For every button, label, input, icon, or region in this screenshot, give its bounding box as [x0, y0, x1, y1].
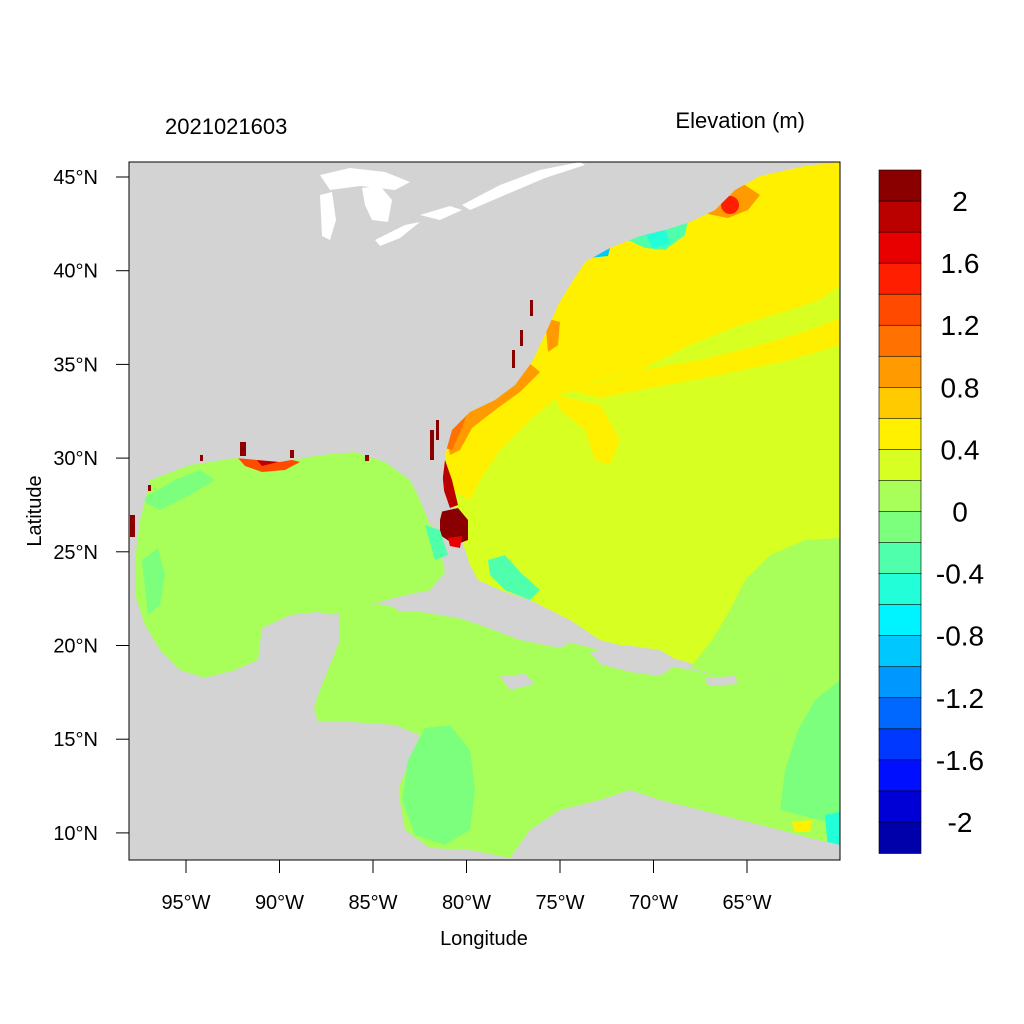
map-panel — [128, 161, 841, 861]
colorbar-swatch — [878, 324, 922, 358]
colorbar-labels: 2 1.6 1.2 0.8 0.4 0 -0.4 -0.8 -1.2 -1.6 -2 — [936, 186, 984, 838]
lake-superior — [320, 168, 410, 190]
x-tick-label: 70°W — [629, 892, 678, 914]
lake-michigan — [320, 192, 336, 240]
variable-label: Elevation (m) — [675, 108, 805, 133]
shelf-high-water — [445, 162, 840, 500]
x-tick-label: 95°W — [161, 892, 210, 914]
colorbar-label: -1.2 — [936, 683, 984, 714]
mexico-shelf-low — [142, 548, 165, 615]
south-america-north — [510, 790, 840, 860]
x-axis-title: Longitude — [440, 928, 528, 950]
central-america — [129, 720, 500, 860]
y-tick-label: 35°N — [53, 354, 98, 376]
north-america-interior — [129, 162, 840, 530]
x-tick-label: 75°W — [535, 892, 584, 914]
gulf-stream-band — [555, 395, 620, 465]
puerto-rico — [705, 676, 738, 686]
bay-of-fundy-surge — [721, 196, 739, 214]
colorbar — [878, 169, 922, 854]
colorbar-swatch — [878, 728, 922, 761]
colorbar-swatch — [878, 604, 922, 637]
y-tick-label: 20°N — [53, 636, 98, 658]
colorbar-swatch — [878, 697, 922, 730]
colorbar-swatch — [878, 666, 922, 699]
colorbar-swatch — [878, 759, 922, 792]
nicaragua-shelf-low — [402, 725, 475, 845]
colorbar-label: -2 — [948, 807, 973, 838]
colorbar-label: 1.2 — [941, 310, 980, 341]
gulf-of-mexico — [135, 452, 445, 678]
yucatan-peninsula — [150, 612, 340, 740]
florida-land — [405, 458, 445, 525]
colorbar-swatch — [878, 262, 922, 295]
colorbar-swatch — [878, 418, 922, 451]
florida-east-coast-red — [442, 460, 458, 508]
jamaica — [500, 674, 535, 690]
y-tick-label: 10°N — [53, 823, 98, 845]
colorbar-swatch — [878, 293, 922, 327]
colorbar-swatch — [878, 387, 922, 420]
trinidad-yellow — [792, 820, 812, 832]
colorbar-label: 0 — [952, 497, 968, 528]
lake-huron — [362, 186, 392, 222]
coastal-surge-speckles — [130, 300, 533, 537]
y-tick-label: 40°N — [53, 261, 98, 283]
texas-shelf-low — [140, 470, 215, 510]
colorbar-swatch — [878, 821, 922, 854]
colorbar-label: 1.6 — [941, 248, 980, 279]
x-tick-label: 80°W — [442, 892, 491, 914]
lake-ontario — [420, 206, 462, 220]
colorbar-label: -1.6 — [936, 745, 984, 776]
florida-west-low — [425, 525, 448, 560]
colorbar-swatch — [878, 635, 922, 668]
colorbar-swatch — [878, 231, 922, 264]
lesser-antilles-low — [780, 680, 840, 825]
colorbar-swatch — [878, 573, 922, 606]
southeast-coast-surge — [445, 362, 540, 455]
colorbar-label: -0.8 — [936, 621, 984, 652]
colorbar-swatch — [878, 200, 922, 233]
y-tick-label: 45°N — [53, 167, 98, 189]
colorbar-label: -0.4 — [936, 559, 984, 590]
lake-erie — [375, 222, 420, 246]
colorbar-swatch — [878, 511, 922, 544]
y-axis-title: Latitude — [24, 475, 46, 546]
colorbar-swatch — [878, 542, 922, 575]
colorbar-label: 0.4 — [941, 434, 980, 465]
bahamas-low — [488, 555, 540, 600]
colorbar-swatch — [878, 449, 922, 482]
x-tick-label: 85°W — [348, 892, 397, 914]
chesapeake-surge — [545, 318, 560, 352]
cuba — [385, 592, 575, 648]
x-axis: 95°W 90°W 85°W 80°W 75°W 70°W 65°W — [161, 860, 772, 914]
colorbar-swatch — [878, 355, 922, 389]
colorbar-label: 2 — [952, 186, 968, 217]
colorbar-swatch — [878, 790, 922, 823]
y-tick-label: 30°N — [53, 448, 98, 470]
y-tick-label: 25°N — [53, 542, 98, 564]
y-axis: 45°N 40°N 35°N 30°N 25°N 20°N 15°N 10°N — [53, 167, 129, 845]
hispaniola — [590, 645, 680, 676]
timestamp-label: 2021021603 — [165, 114, 287, 139]
x-tick-label: 90°W — [255, 892, 304, 914]
colorbar-swatch — [878, 480, 922, 513]
northern-atlantic-band — [570, 318, 840, 398]
st-lawrence — [462, 162, 585, 210]
colorbar-label: 0.8 — [941, 372, 980, 403]
map-frame — [128, 161, 841, 861]
south-florida-surge — [440, 508, 468, 545]
florida-keys-red — [448, 536, 462, 548]
southeast-atlantic-zone — [690, 538, 840, 682]
x-tick-label: 65°W — [722, 892, 771, 914]
y-tick-label: 15°N — [53, 729, 98, 751]
colorbar-swatch — [878, 169, 922, 202]
